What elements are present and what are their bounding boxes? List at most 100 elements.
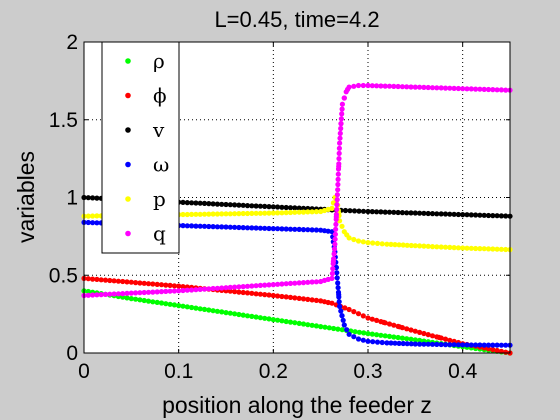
data-point <box>455 85 461 92</box>
data-point <box>382 83 388 89</box>
data-point <box>227 310 233 316</box>
data-point <box>365 331 371 337</box>
data-point <box>279 281 285 287</box>
data-point <box>442 342 449 348</box>
data-point <box>494 347 500 354</box>
data-point <box>429 341 436 347</box>
data-point <box>392 242 398 248</box>
data-point <box>249 203 255 209</box>
data-point <box>473 86 479 92</box>
data-point <box>329 205 335 211</box>
data-point <box>417 337 423 343</box>
legend-marker <box>125 92 131 99</box>
data-point <box>176 283 182 289</box>
data-point <box>244 313 251 319</box>
data-point <box>485 346 492 352</box>
data-point <box>347 208 353 214</box>
data-point <box>253 203 259 209</box>
data-point <box>309 322 315 328</box>
y-tick-label: 1 <box>66 187 78 210</box>
data-point <box>232 224 238 230</box>
data-point <box>227 211 233 217</box>
data-point <box>498 246 504 252</box>
data-point <box>300 296 307 302</box>
data-point <box>351 83 357 89</box>
data-point <box>386 83 393 89</box>
legend-marker <box>125 196 131 202</box>
data-point <box>340 317 346 323</box>
data-point <box>429 333 436 339</box>
data-point <box>334 275 340 281</box>
data-point <box>436 334 442 340</box>
data-point <box>210 224 216 230</box>
data-point <box>115 278 121 284</box>
data-point <box>335 176 341 182</box>
data-point <box>180 284 186 290</box>
data-point <box>137 290 143 296</box>
data-point <box>447 244 453 250</box>
data-point <box>455 211 461 218</box>
data-point <box>464 342 470 348</box>
data-point <box>442 336 449 342</box>
data-point <box>404 326 410 332</box>
legend-label: p <box>153 187 166 211</box>
data-point <box>425 341 431 347</box>
data-point <box>498 213 504 219</box>
data-point <box>154 299 160 305</box>
data-point <box>386 321 393 327</box>
data-point <box>270 204 276 210</box>
data-point <box>490 87 496 93</box>
data-point <box>137 280 143 286</box>
data-point <box>339 106 345 112</box>
data-point <box>378 332 384 338</box>
data-point <box>145 298 152 304</box>
data-point <box>332 231 338 237</box>
data-point <box>412 341 418 347</box>
data-point <box>339 327 345 333</box>
data-point <box>115 291 121 297</box>
data-point <box>335 166 342 172</box>
data-point <box>333 211 339 218</box>
data-point <box>370 240 376 246</box>
data-point <box>266 316 272 322</box>
data-point <box>318 227 324 233</box>
data-point <box>94 220 100 226</box>
data-point <box>325 228 331 234</box>
y-tick-label: 0.5 <box>49 264 78 287</box>
data-point <box>253 210 259 216</box>
data-point <box>266 210 272 216</box>
data-point <box>163 282 169 288</box>
data-point <box>494 87 500 93</box>
data-point <box>283 226 289 232</box>
data-point <box>425 243 431 249</box>
data-point <box>227 284 233 290</box>
data-point <box>287 226 294 232</box>
data-point <box>322 324 328 330</box>
data-point <box>270 226 276 232</box>
data-point <box>494 342 500 348</box>
data-point <box>481 342 487 348</box>
data-point <box>240 284 246 290</box>
data-point <box>275 293 281 299</box>
data-point <box>429 211 436 217</box>
data-point <box>163 301 169 307</box>
data-point <box>305 279 311 285</box>
data-point <box>257 203 263 209</box>
data-point <box>360 82 366 89</box>
data-point <box>133 290 139 296</box>
data-point <box>334 270 340 276</box>
data-point <box>102 277 109 283</box>
data-point <box>313 279 319 285</box>
data-point <box>365 208 371 215</box>
data-point <box>236 284 242 290</box>
data-point <box>102 291 109 297</box>
legend-marker <box>125 230 131 237</box>
data-point <box>351 309 357 315</box>
data-point <box>338 125 344 132</box>
data-point <box>214 201 220 207</box>
data-point <box>498 87 504 93</box>
data-point <box>355 311 362 317</box>
data-point <box>333 226 339 232</box>
data-point <box>296 209 302 215</box>
data-point <box>206 211 212 217</box>
